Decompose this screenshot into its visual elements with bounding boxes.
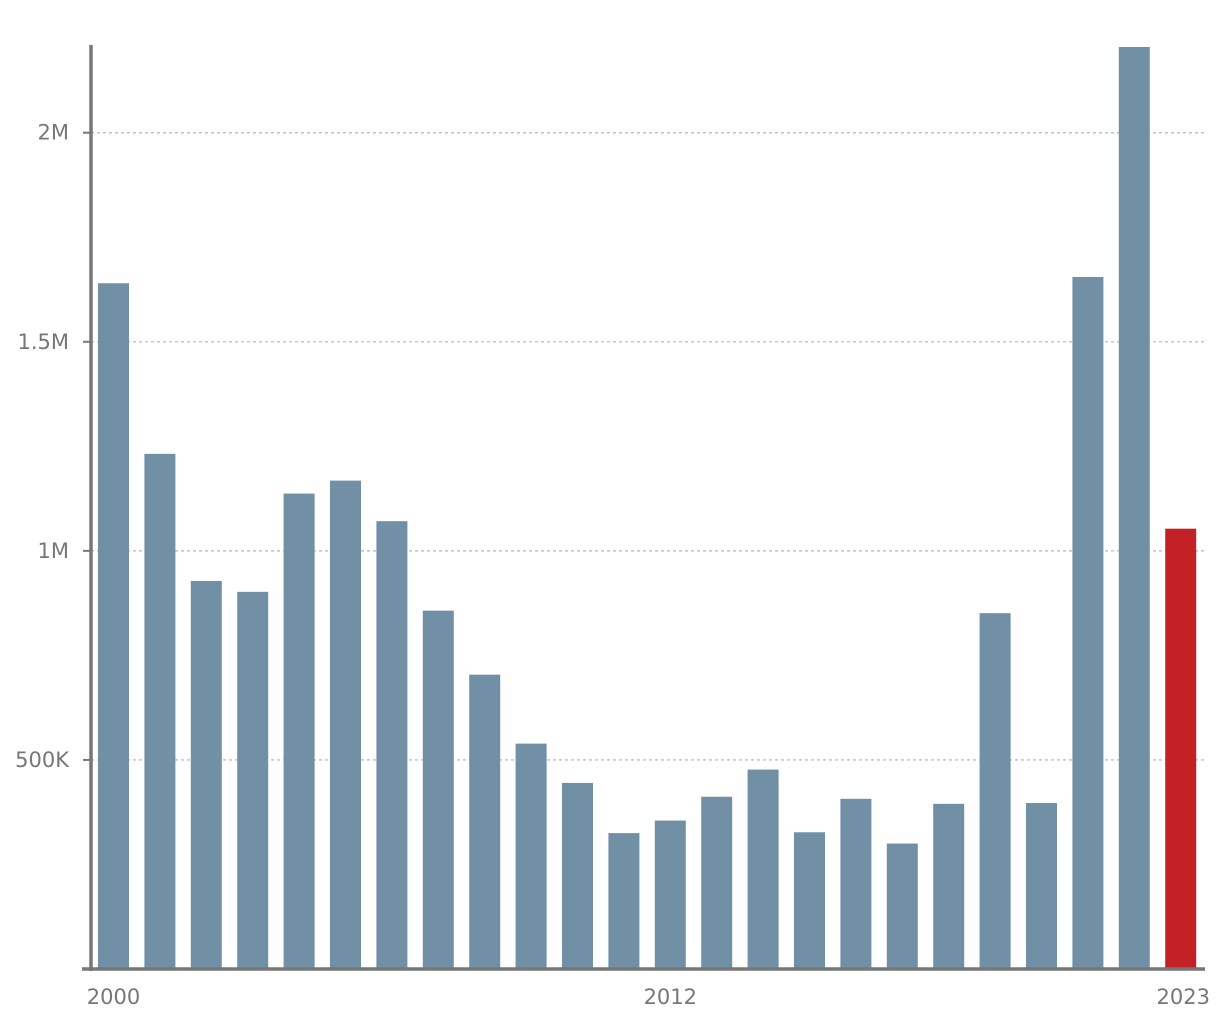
bar-2008 [469, 674, 501, 969]
bar-2005 [330, 480, 361, 969]
y-tick-label: 2M [38, 121, 69, 145]
bar-2013 [701, 796, 733, 969]
axes [82, 45, 1205, 971]
bar-2014 [747, 769, 779, 969]
bar-2015 [794, 832, 825, 969]
y-tick-label: 1M [38, 539, 69, 563]
bar-2001 [144, 453, 176, 969]
bar-2004 [283, 493, 315, 969]
bar-2022 [1118, 47, 1150, 969]
x-tick-label: 2023 [1157, 985, 1210, 1009]
bar-2023 [1165, 528, 1197, 969]
bar-2009 [515, 743, 547, 969]
bar-2019 [979, 613, 1011, 969]
bars [98, 47, 1197, 970]
bar-2011 [608, 833, 640, 969]
bar-2003 [237, 591, 269, 969]
x-tick-label: 2000 [87, 985, 140, 1009]
y-tick-label: 1.5M [17, 330, 69, 354]
y-tick-label: 500K [15, 748, 70, 772]
bar-2017 [886, 843, 918, 969]
bar-2018 [933, 803, 965, 969]
bar-2000 [98, 283, 129, 970]
x-axis-ticks: 2000 2012 2023 [87, 985, 1210, 1009]
bar-2002 [190, 580, 222, 969]
bar-2016 [840, 798, 872, 969]
bar-2006 [376, 521, 408, 969]
bar-2021 [1072, 276, 1104, 970]
bar-2010 [562, 782, 593, 969]
y-axis-ticks: 500K 1M 1.5M 2M [15, 121, 91, 772]
bar-2012 [654, 820, 686, 969]
x-tick-label: 2012 [644, 985, 697, 1009]
bar-2007 [422, 610, 454, 969]
bar-2020 [1026, 802, 1057, 969]
